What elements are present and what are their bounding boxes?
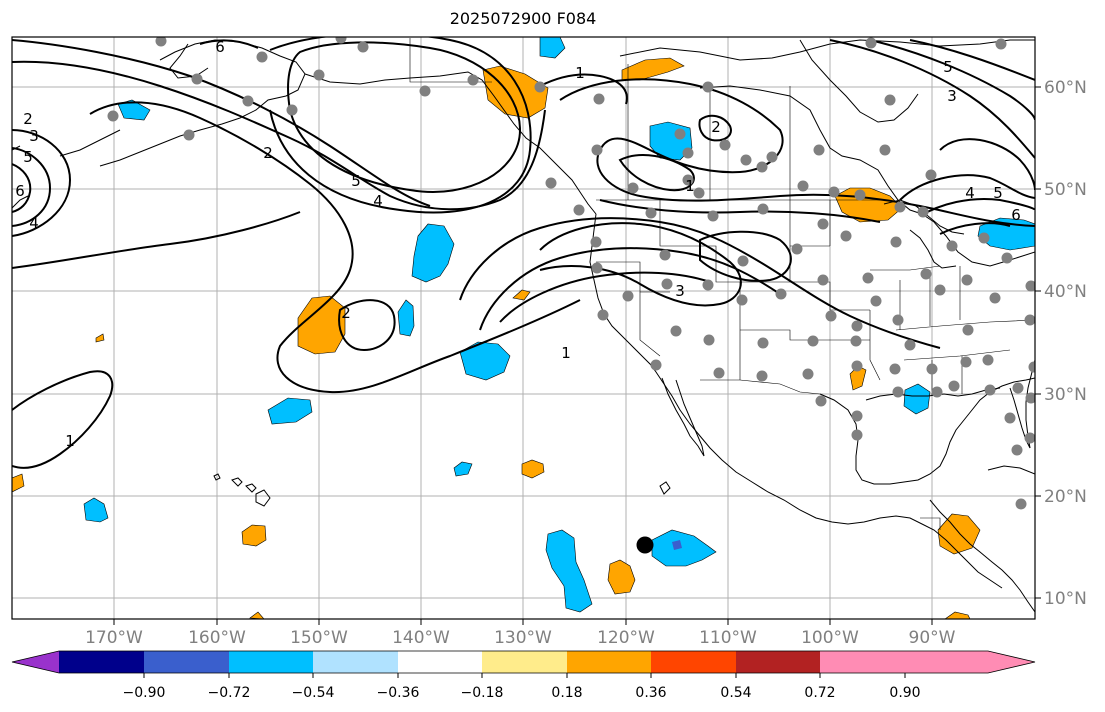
lat-tick-label: 30°N xyxy=(1044,385,1087,405)
storm-center-marker xyxy=(636,536,654,554)
colorbar-segment xyxy=(820,651,905,673)
colorbar-tick-label: −0.36 xyxy=(377,685,420,701)
colorbar-tick-label: −0.90 xyxy=(123,685,166,701)
colorbar-segment xyxy=(398,651,482,673)
strong-negative-core xyxy=(672,540,682,550)
colorbar-segment xyxy=(229,651,313,673)
lon-tick-label: 90°W xyxy=(909,628,956,648)
colorbar-segment xyxy=(651,651,736,673)
lat-tick-label: 50°N xyxy=(1044,180,1087,200)
colorbar-tick-label: 0.36 xyxy=(635,685,666,701)
colorbar-tick-label: 0.72 xyxy=(804,685,835,701)
longitude-axis: 170°W 160°W 150°W 140°W 130°W 120°W 110°… xyxy=(85,619,956,648)
contour-label: 1 xyxy=(575,64,585,82)
contour-label: 2 xyxy=(263,144,273,162)
lat-tick-label: 40°N xyxy=(1044,282,1087,302)
colorbar-segment xyxy=(482,651,567,673)
colorbar-tick-label: 0.18 xyxy=(551,685,582,701)
contour-label: 3 xyxy=(675,282,685,300)
lon-tick-label: 100°W xyxy=(801,628,859,648)
contour-label: 2 xyxy=(23,110,33,128)
lon-tick-label: 120°W xyxy=(597,628,655,648)
colorbar-segment xyxy=(313,651,398,673)
lon-tick-label: 130°W xyxy=(494,628,552,648)
contour-label: 4 xyxy=(965,184,975,202)
contour-label: 3 xyxy=(947,87,957,105)
contour-label: 2 xyxy=(711,118,721,136)
contour-label: 6 xyxy=(215,38,225,56)
lat-tick-label: 10°N xyxy=(1044,589,1087,609)
colorbar-extend-min xyxy=(12,651,59,673)
contour-lines xyxy=(12,37,1035,469)
lon-tick-label: 170°W xyxy=(85,628,143,648)
colorbar-segment xyxy=(736,651,820,673)
colorbar-segment xyxy=(144,651,229,673)
contour-label: 1 xyxy=(561,344,571,362)
station-markers xyxy=(107,37,1035,510)
contour-label: 1 xyxy=(685,177,695,195)
latitude-axis: 60°N 50°N 40°N 30°N 20°N 10°N xyxy=(1035,78,1087,609)
lon-tick-label: 140°W xyxy=(392,628,450,648)
colorbar-segment xyxy=(59,651,144,673)
lon-tick-label: 110°W xyxy=(699,628,757,648)
colorbar-segment xyxy=(567,651,651,673)
colorbar-tick-label: 0.54 xyxy=(720,685,751,701)
contour-label: 5 xyxy=(23,148,33,166)
lon-tick-label: 150°W xyxy=(290,628,348,648)
colorbar-tick-label: 0.90 xyxy=(889,685,920,701)
contour-label: 5 xyxy=(943,58,953,76)
contour-label: 4 xyxy=(29,214,39,232)
contour-label: 5 xyxy=(351,172,361,190)
lat-tick-label: 20°N xyxy=(1044,487,1087,507)
positive-anomaly-areas xyxy=(12,57,981,619)
map-title: 2025072900 F084 xyxy=(449,9,597,28)
colorbar: −0.90 −0.72 −0.54 −0.36 −0.18 0.18 0.36 … xyxy=(11,650,1036,701)
contour-label: 3 xyxy=(29,127,39,145)
colorbar-extend-max xyxy=(905,651,1035,673)
contour-label: 5 xyxy=(993,184,1003,202)
contour-label: 4 xyxy=(373,192,383,210)
colorbar-tick-label: −0.72 xyxy=(208,685,251,701)
contour-label: 2 xyxy=(341,304,351,322)
contour-label: 1 xyxy=(65,432,75,450)
contour-label: 6 xyxy=(1011,206,1021,224)
colorbar-tick-label: −0.18 xyxy=(461,685,504,701)
lon-tick-label: 160°W xyxy=(188,628,246,648)
lat-tick-label: 60°N xyxy=(1044,78,1087,98)
colorbar-tick-label: −0.54 xyxy=(292,685,335,701)
contour-label-group: 2 3 5 6 4 1 6 5 4 2 1 2 3 1 2 4 5 6 3 5 … xyxy=(15,38,1021,450)
contour-label: 6 xyxy=(15,182,25,200)
